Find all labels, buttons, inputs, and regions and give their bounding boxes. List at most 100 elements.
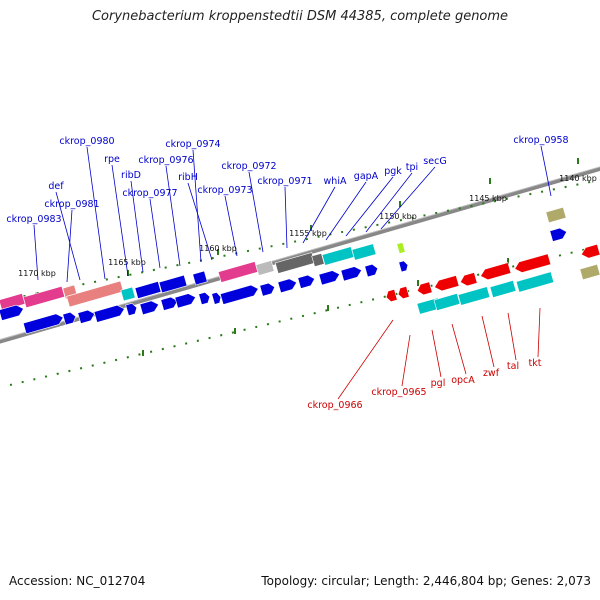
cds-outer-forward xyxy=(120,286,136,302)
forward-gene-label: ckrop_0981 xyxy=(44,199,99,210)
forward-gene-label: ckrop_0973 xyxy=(197,185,252,196)
cds-forward-arrow xyxy=(174,293,197,309)
cds-forward-arrow xyxy=(125,302,138,317)
reverse-label-leader xyxy=(451,323,467,375)
forward-label-leader xyxy=(111,164,129,277)
cds-outer-forward xyxy=(311,252,325,268)
forward-gene-label: ckrop_0972 xyxy=(221,161,276,172)
cds-forward-arrow xyxy=(364,263,379,278)
cds-outer-forward xyxy=(217,261,259,283)
scale-label: 1140 kbp xyxy=(559,174,597,183)
cds-outer-forward xyxy=(545,206,567,224)
forward-gene-label: ckrop_0974 xyxy=(165,139,220,150)
cds-outer-forward xyxy=(22,285,66,309)
forward-label-leader xyxy=(55,191,81,281)
cds-reverse-arrow xyxy=(416,281,433,296)
cds-forward-arrow xyxy=(62,311,77,326)
forward-label-leader xyxy=(325,181,367,241)
cds-forward-arrow xyxy=(398,260,409,273)
cds-forward-arrow xyxy=(93,304,125,323)
reverse-label-leader xyxy=(401,334,411,387)
cds-forward-arrow xyxy=(297,274,316,289)
cds-forward-arrow xyxy=(211,292,222,305)
cds-outer-forward xyxy=(255,260,275,276)
forward-label-leader xyxy=(365,172,413,233)
forward-gene-label: rpe xyxy=(104,154,120,165)
cds-forward-arrow xyxy=(549,227,568,242)
reverse-gene-label: opcA xyxy=(451,375,475,386)
forward-gene-label: ckrop_0980 xyxy=(59,136,114,147)
forward-label-leader xyxy=(224,195,238,257)
reverse-gene-label: tal xyxy=(507,361,519,372)
forward-gene-label: pgk xyxy=(384,166,402,177)
forward-gene-label: ckrop_0971 xyxy=(257,176,312,187)
forward-label-leader xyxy=(284,186,288,249)
reverse-gene-label: ckrop_0965 xyxy=(371,387,426,398)
map-title: Corynebacterium kroppenstedtii DSM 44385… xyxy=(91,9,509,24)
cds-outer-forward xyxy=(134,281,162,299)
scale-label: 1170 kbp xyxy=(18,269,56,278)
scale-label: 1165 kbp xyxy=(108,258,146,267)
forward-gene-label: ckrop_0983 xyxy=(6,214,61,225)
cds-reverse-cog xyxy=(489,280,517,298)
cds-reverse-arrow xyxy=(434,275,460,292)
cds-forward-arrow xyxy=(160,296,179,311)
cds-reverse-cog xyxy=(433,293,461,311)
scale-label: 1145 kbp xyxy=(469,194,507,203)
cds-reverse-cog xyxy=(515,271,555,293)
cds-forward-arrow xyxy=(340,266,363,282)
cds-reverse-arrow xyxy=(580,243,600,259)
forward-gene-label: ckrop_0976 xyxy=(138,155,193,166)
forward-gene-label: secG xyxy=(423,156,446,167)
reverse-gene-label: ckrop_0966 xyxy=(307,400,362,411)
cds-forward-arrow xyxy=(259,282,276,297)
reverse-gene-label: tkt xyxy=(529,358,542,369)
forward-label-leader xyxy=(165,165,181,267)
cds-reverse-arrow xyxy=(397,285,410,300)
cds-forward-arrow xyxy=(198,291,211,306)
forward-gene-label: tpi xyxy=(406,162,418,173)
cds-forward-arrow xyxy=(0,304,24,321)
forward-label-leader xyxy=(540,145,552,197)
reverse-label-leader xyxy=(337,319,394,400)
reverse-label-leader xyxy=(537,307,541,358)
cds-forward-arrow xyxy=(77,309,96,324)
reverse-gene-label: pgl xyxy=(431,378,446,389)
scale-label: 1150 kbp xyxy=(379,212,417,221)
cds-outer-forward xyxy=(351,243,377,261)
forward-label-leader xyxy=(86,146,106,280)
forward-label-leader xyxy=(302,186,336,244)
cds-forward-arrow xyxy=(277,278,298,294)
reverse-gene-label: zwf xyxy=(483,368,500,379)
reverse-label-leader xyxy=(507,312,517,361)
genome-summary-text: Topology: circular; Length: 2,446,804 bp… xyxy=(261,574,591,588)
cds-outer-forward xyxy=(579,263,600,281)
reverse-label-leader xyxy=(481,315,495,368)
cds-reverse-arrow xyxy=(514,253,552,273)
forward-gene-label: ckrop_0958 xyxy=(513,135,568,146)
cds-reverse-arrow xyxy=(385,288,398,303)
forward-label-leader xyxy=(33,224,39,281)
cds-forward-arrow xyxy=(318,270,341,286)
accession-text: Accession: NC_012704 xyxy=(9,574,146,588)
cds-forward-arrow xyxy=(219,284,259,305)
forward-label-leader xyxy=(380,166,436,230)
forward-label-leader xyxy=(130,180,144,273)
cds-reverse-arrow xyxy=(459,272,478,287)
forward-gene-label: gapA xyxy=(354,171,379,182)
forward-label-leader xyxy=(187,182,213,261)
scale-label: 1160 kbp xyxy=(199,244,237,253)
cds-forward-arrow xyxy=(139,300,160,316)
forward-gene-label: def xyxy=(48,181,64,192)
cds-rna-marker xyxy=(396,241,406,255)
forward-label-leader xyxy=(248,171,264,253)
forward-gene-label: ribD xyxy=(121,170,141,181)
forward-label-leader xyxy=(192,149,202,263)
forward-label-leader xyxy=(345,176,394,237)
cds-reverse-cog xyxy=(457,286,491,306)
forward-gene-label: ckrop_0977 xyxy=(122,188,177,199)
forward-gene-label: ribH xyxy=(178,172,198,183)
cds-outer-forward xyxy=(66,280,124,308)
reverse-label-leader xyxy=(431,329,442,378)
